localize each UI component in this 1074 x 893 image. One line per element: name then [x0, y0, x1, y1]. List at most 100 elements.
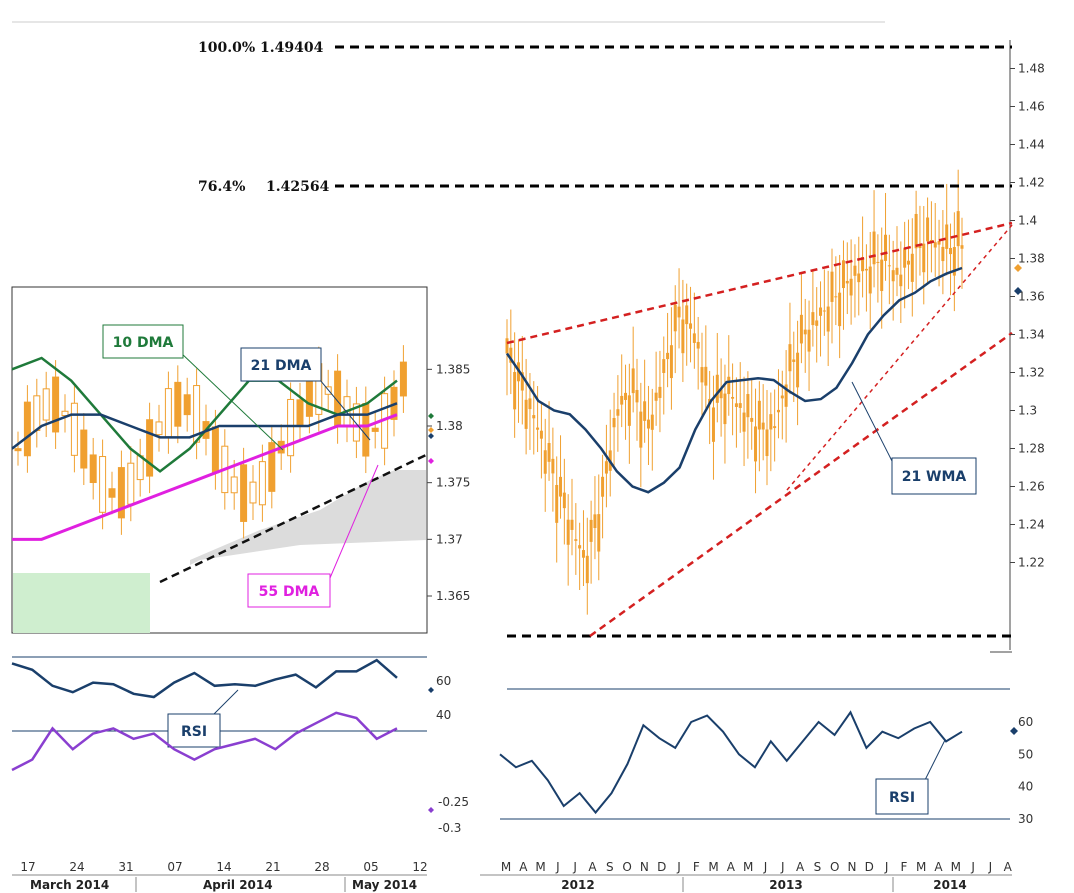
inset-lines — [11, 356, 398, 541]
main-candle-body — [551, 458, 555, 474]
main-candle-body — [784, 384, 788, 407]
main-candle-body — [910, 253, 914, 282]
dma21-label-box — [240, 347, 322, 382]
main-candle-body — [746, 394, 750, 418]
main-candle-body — [776, 409, 780, 413]
inset-marker-navy — [428, 433, 434, 439]
main-candle-body — [887, 265, 891, 267]
main-candle-body — [834, 296, 838, 298]
fib-label-100: 100.0% 1.49404 — [198, 40, 324, 56]
inset-candle-body — [399, 361, 407, 397]
main-candle-body — [822, 310, 826, 312]
weekly-rsi-tick-label: 50 — [1018, 747, 1033, 761]
main-candle-body — [876, 261, 880, 263]
inset-y-tick-label: 1.38 — [436, 419, 463, 433]
main-candle-body — [681, 319, 685, 354]
main-x-month-label: J — [780, 860, 785, 874]
main-candle-body — [949, 247, 953, 255]
main-candle-body — [585, 555, 589, 584]
inset-x-day-label: 14 — [216, 860, 231, 874]
main-candle-body — [941, 246, 945, 262]
main-candle-body — [696, 341, 700, 349]
main-candle-body — [539, 430, 543, 439]
main-candle-body — [861, 257, 865, 272]
main-candle-body — [650, 414, 654, 430]
main-y-tick-label: 1.46 — [1018, 100, 1045, 114]
wma-pointer — [851, 381, 894, 464]
inset-candle-body — [117, 467, 125, 519]
main-candle-body — [658, 386, 662, 398]
weekly-rsi-tick-label: 60 — [1018, 715, 1033, 729]
main-candle-body — [513, 372, 517, 410]
main-y-tick-label: 1.3 — [1018, 404, 1037, 418]
inset-candle-body — [89, 454, 97, 484]
wma21-line — [505, 266, 963, 494]
main-x-month-label: A — [796, 860, 805, 874]
inset-candle-body — [362, 403, 370, 457]
main-x-month-label: J — [970, 860, 975, 874]
dma21-pointer — [319, 379, 371, 441]
main-x-month-label: M — [708, 860, 718, 874]
main-candle-body — [574, 539, 578, 541]
inset-candle-body — [42, 388, 50, 421]
main-candle-body — [826, 306, 830, 332]
main-candle-body — [841, 260, 845, 289]
year-label-2012: 2012 — [561, 878, 594, 892]
main-y-tick-label: 1.34 — [1018, 328, 1045, 342]
inset-x-day-label: 21 — [265, 860, 280, 874]
main-y-axis: 1.22 1.24 1.26 1.28 1.3 1.32 1.34 1.36 1.38 1.4 1.… — [1010, 62, 1045, 570]
wma-label-box — [891, 457, 977, 495]
main-candle-body — [803, 329, 807, 335]
main-candle-body — [792, 359, 796, 362]
inset-candle-body — [183, 394, 191, 416]
main-candle-body — [937, 241, 941, 245]
main-x-month-label: A — [1004, 860, 1013, 874]
inset-x-day-label: 07 — [167, 860, 182, 874]
main-candle-body — [562, 492, 566, 509]
trend-steep — [786, 224, 1013, 491]
main-candle-body — [761, 422, 765, 430]
main-y-tick-label: 1.24 — [1018, 518, 1045, 532]
main-candle-body — [627, 395, 631, 426]
main-candle-body — [669, 345, 673, 379]
main-candle-body — [711, 407, 715, 442]
inset-candle-body — [240, 464, 248, 522]
main-candle-body — [589, 519, 593, 542]
main-candle-body — [532, 415, 536, 419]
year-label-2014: 2014 — [933, 878, 966, 892]
inset-rsi-tick-60: 60 — [436, 674, 451, 688]
inset-candle-body — [23, 401, 31, 457]
main-x-month-label: S — [606, 860, 614, 874]
inset-y-tick-label: 1.365 — [436, 589, 470, 603]
main-candle-body — [612, 417, 616, 428]
main-candle-body — [918, 245, 922, 249]
main-candle-body — [646, 419, 650, 429]
weekly-rsi-tick-label: 30 — [1018, 812, 1033, 826]
main-y-tick-label: 1.36 — [1018, 290, 1045, 304]
inset-candles — [14, 345, 407, 539]
main-x-month-label: O — [830, 860, 839, 874]
main-candle-body — [830, 271, 834, 302]
main-candle-body — [604, 461, 608, 474]
main-candle-body — [914, 213, 918, 249]
inset-marker-orange — [428, 427, 434, 433]
main-candle-body — [727, 376, 731, 395]
main-candle-body — [673, 304, 677, 332]
inset-candle-body — [164, 388, 172, 438]
price-marker-navy — [1014, 287, 1022, 295]
main-candle-body — [639, 411, 643, 448]
dma21-line — [11, 402, 398, 450]
main-x-month-label: J — [572, 860, 577, 874]
main-candle-body — [945, 224, 949, 249]
inset-candle-body — [80, 429, 88, 469]
fib-label-764: 76.4% — [198, 179, 245, 195]
inset-candle-body — [61, 410, 69, 417]
main-candle-body — [543, 450, 547, 474]
main-y-tick-label: 1.38 — [1018, 252, 1045, 266]
main-candle-body — [704, 366, 708, 386]
month-label-march: March 2014 — [30, 878, 109, 892]
main-y-tick-label: 1.48 — [1018, 62, 1045, 76]
main-candle-body — [815, 320, 819, 326]
main-x-month-label: D — [657, 860, 666, 874]
